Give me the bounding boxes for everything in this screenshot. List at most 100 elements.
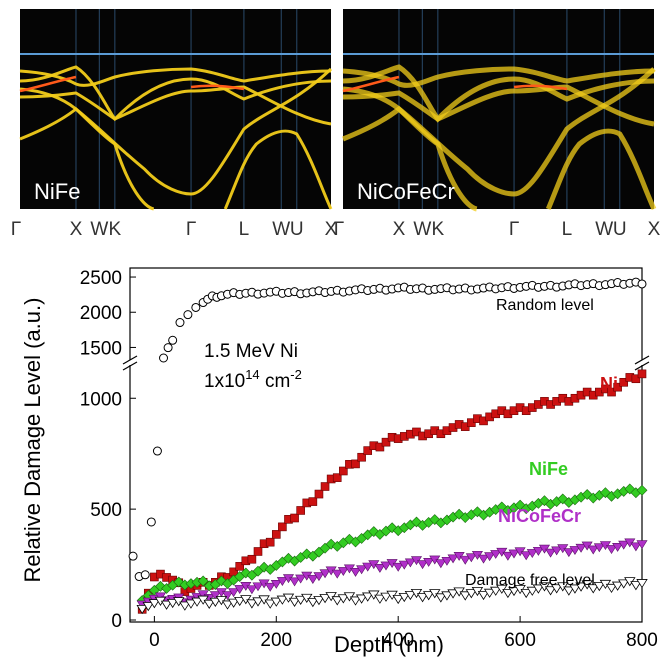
damage-free-level-point bbox=[142, 602, 155, 612]
ni-point bbox=[253, 547, 263, 556]
ni-point bbox=[278, 522, 287, 532]
nicofecr-point bbox=[417, 560, 429, 570]
k-point-label: L bbox=[562, 219, 573, 240]
band-line bbox=[19, 107, 155, 211]
ni-point bbox=[247, 554, 257, 564]
band-panel-label: NiFe bbox=[34, 179, 80, 204]
nicofecr-point bbox=[404, 558, 416, 568]
axis-break-mark bbox=[122, 361, 138, 371]
damage-free-level-point bbox=[526, 586, 539, 596]
nicofecr-point bbox=[520, 551, 532, 561]
y-tick-label: 0 bbox=[111, 611, 122, 632]
damage-free-level-point bbox=[404, 590, 417, 601]
damage-free-level-point bbox=[392, 594, 404, 605]
nicofecr-point bbox=[490, 550, 502, 559]
k-point-label: K bbox=[432, 219, 445, 240]
nicofecr-point bbox=[526, 549, 538, 559]
annotation-fluence: 1x1014 cm-2 bbox=[204, 367, 302, 392]
nicofecr-point bbox=[313, 572, 325, 582]
band-hot-segment bbox=[19, 75, 77, 93]
nicofecr-point bbox=[532, 546, 544, 556]
damage-free-level-point bbox=[203, 599, 215, 610]
axis-break-mark bbox=[634, 355, 650, 365]
damage-free-level-point bbox=[276, 595, 289, 605]
ni-point bbox=[290, 513, 299, 523]
x-tick-label: 800 bbox=[626, 630, 658, 651]
damage-free-level-point bbox=[166, 598, 179, 609]
ni-point bbox=[314, 489, 324, 499]
nicofecr-point bbox=[307, 575, 319, 584]
ni-point bbox=[351, 459, 360, 469]
damage-free-level-point bbox=[337, 594, 350, 604]
damage-free-level-point bbox=[148, 599, 161, 609]
nicofecr-point bbox=[252, 582, 264, 592]
damage-free-level-point bbox=[483, 588, 496, 598]
damage-free-level-point bbox=[416, 593, 429, 603]
label-damage-free: Damage free level bbox=[465, 572, 595, 589]
ni-point bbox=[320, 482, 330, 491]
damage-free-level-point bbox=[221, 600, 234, 610]
nicofecr-point bbox=[593, 543, 605, 553]
damage-free-level-point bbox=[630, 581, 642, 591]
annotation-energy: 1.5 MeV Ni bbox=[204, 341, 298, 362]
nicofecr-point bbox=[477, 554, 490, 564]
damage-free-level-point bbox=[587, 584, 599, 594]
damage-free-level-point bbox=[209, 597, 222, 608]
ni-point bbox=[619, 377, 629, 387]
ni-point bbox=[631, 374, 641, 384]
nicofecr-point bbox=[398, 560, 410, 570]
y-tick-label: 2000 bbox=[80, 303, 122, 324]
axis-break-gap bbox=[124, 360, 136, 365]
damage-free-level-point bbox=[611, 581, 624, 591]
nicofecr-point bbox=[362, 562, 374, 572]
damage-free-level-point bbox=[355, 594, 368, 604]
ni-point bbox=[235, 562, 245, 571]
x-tick-label: 0 bbox=[149, 630, 160, 651]
damage-free-level-point bbox=[489, 586, 502, 596]
k-point-label: Γ bbox=[509, 219, 519, 240]
damage-free-level-point bbox=[319, 594, 331, 604]
damage-free-level-point bbox=[173, 597, 185, 607]
damage-free-level-point bbox=[307, 598, 319, 608]
damage-free-level-point bbox=[569, 584, 581, 594]
damage-free-level-point bbox=[532, 584, 545, 594]
nicofecr-point bbox=[331, 569, 343, 579]
label-nicofecr: NiCoFeCr bbox=[498, 506, 581, 526]
damage-free-level-point bbox=[361, 592, 374, 602]
nicofecr-point bbox=[465, 553, 477, 563]
plot-frame bbox=[122, 267, 650, 623]
x-axis-label: Depth (nm) bbox=[334, 632, 444, 657]
y-axis-label: Relative Damage Level (a.u.) bbox=[20, 298, 45, 583]
plot-border bbox=[129, 267, 643, 623]
nicofecr-point bbox=[447, 554, 459, 564]
random-level-point bbox=[183, 310, 193, 320]
y-tick-label: 1500 bbox=[80, 338, 122, 359]
ni-point bbox=[357, 452, 366, 462]
ni-point bbox=[339, 466, 348, 476]
k-point-label: W bbox=[595, 219, 613, 240]
nicofecr-point bbox=[228, 588, 240, 598]
x-tick-label: 400 bbox=[382, 630, 414, 651]
damage-free-level-point bbox=[520, 588, 532, 599]
damage-free-level-point bbox=[380, 592, 392, 602]
damage-free-level-point bbox=[447, 589, 459, 599]
k-point-label: W bbox=[90, 219, 108, 240]
damage-free-level-point bbox=[563, 586, 575, 596]
random-level-point bbox=[168, 335, 178, 345]
band-line bbox=[19, 67, 332, 87]
nicofecr-point bbox=[221, 591, 234, 601]
nicofecr-point bbox=[209, 591, 221, 601]
damage-free-level-point bbox=[233, 596, 246, 607]
label-ni: Ni bbox=[600, 374, 618, 394]
k-point-label: U bbox=[613, 219, 627, 240]
nicofecr-point bbox=[276, 577, 288, 586]
ni-point bbox=[375, 442, 385, 452]
damage-free-level-point bbox=[349, 596, 362, 606]
damage-free-level-point bbox=[136, 604, 148, 615]
nicofecr-point bbox=[569, 546, 581, 555]
k-point-label: X bbox=[325, 219, 338, 240]
damage-free-level-point bbox=[374, 594, 386, 604]
damage-free-level-point bbox=[550, 584, 563, 594]
ni-point bbox=[332, 473, 342, 482]
damage-free-level-point bbox=[459, 591, 471, 601]
